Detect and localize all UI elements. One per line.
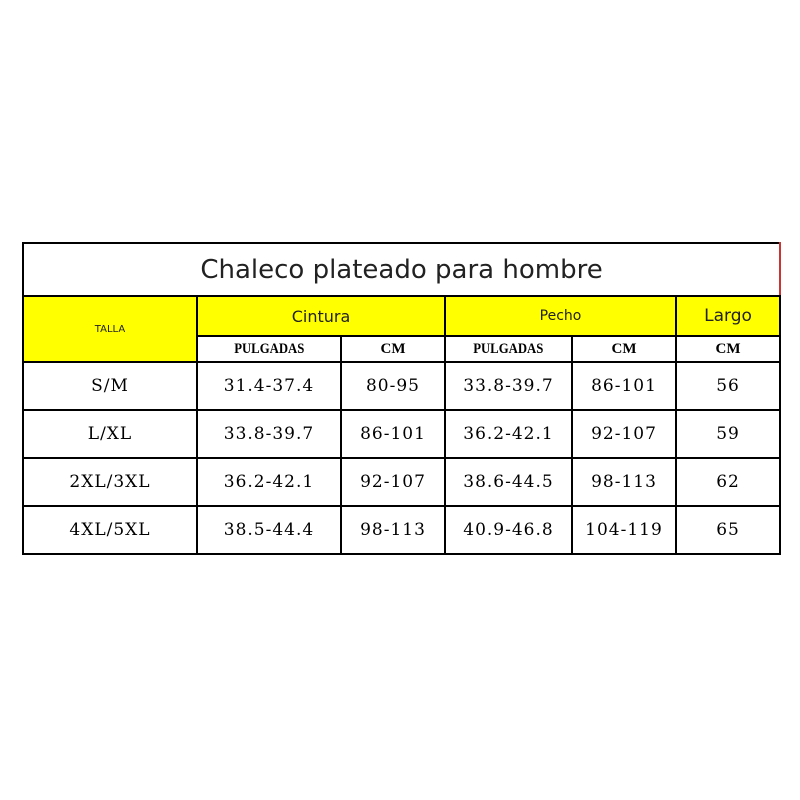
- cell-length-cm: 59: [674, 409, 782, 459]
- cell-length-cm: 65: [674, 505, 782, 555]
- cell-size: L/XL: [22, 409, 198, 459]
- cell-chest-in: 33.8-39.7: [444, 361, 573, 411]
- subheader-chest-inches: PULGADAS: [444, 335, 573, 363]
- cell-chest-in: 36.2-42.1: [444, 409, 573, 459]
- subheader-waist-cm: CM: [340, 335, 446, 363]
- cell-waist-in: 31.4-37.4: [196, 361, 342, 411]
- cell-size: 4XL/5XL: [22, 505, 198, 555]
- cell-waist-in: 33.8-39.7: [196, 409, 342, 459]
- cell-waist-in: 38.5-44.4: [196, 505, 342, 555]
- cell-waist-cm: 86-101: [340, 409, 446, 459]
- cell-length-cm: 62: [674, 457, 782, 507]
- cell-waist-cm: 80-95: [340, 361, 446, 411]
- cell-chest-cm: 92-107: [571, 409, 677, 459]
- table-title: Chaleco plateado para hombre: [21, 242, 782, 297]
- header-length: Largo: [674, 295, 782, 337]
- cell-chest-in: 40.9-46.8: [444, 505, 573, 555]
- cell-chest-cm: 98-113: [571, 457, 677, 507]
- inches-label: PULGADAS: [473, 340, 544, 357]
- table-row: 2XL/3XL 36.2-42.1 92-107 38.6-44.5 98-11…: [22, 457, 782, 507]
- header-chest: Pecho: [444, 295, 677, 337]
- cell-size: 2XL/3XL: [22, 457, 198, 507]
- cell-size: S/M: [22, 361, 198, 411]
- cell-length-cm: 56: [674, 361, 782, 411]
- cell-chest-in: 38.6-44.5: [444, 457, 573, 507]
- table-row: 4XL/5XL 38.5-44.4 98-113 40.9-46.8 104-1…: [22, 505, 782, 555]
- cell-waist-cm: 92-107: [340, 457, 446, 507]
- cell-waist-in: 36.2-42.1: [196, 457, 342, 507]
- subheader-waist-inches: PULGADAS: [196, 335, 342, 363]
- cell-waist-cm: 98-113: [340, 505, 446, 555]
- cell-chest-cm: 86-101: [571, 361, 677, 411]
- inches-label: PULGADAS: [233, 340, 305, 357]
- header-size: TALLA: [22, 295, 198, 363]
- table-row: S/M 31.4-37.4 80-95 33.8-39.7 86-101 56: [22, 361, 782, 411]
- subheader-length-cm: CM: [674, 335, 782, 363]
- table-row: L/XL 33.8-39.7 86-101 36.2-42.1 92-107 5…: [22, 409, 782, 459]
- subheader-chest-cm: CM: [571, 335, 677, 363]
- header-waist: Cintura: [196, 295, 446, 337]
- cell-chest-cm: 104-119: [571, 505, 677, 555]
- size-chart-table: Chaleco plateado para hombre TALLA Cintu…: [21, 242, 782, 555]
